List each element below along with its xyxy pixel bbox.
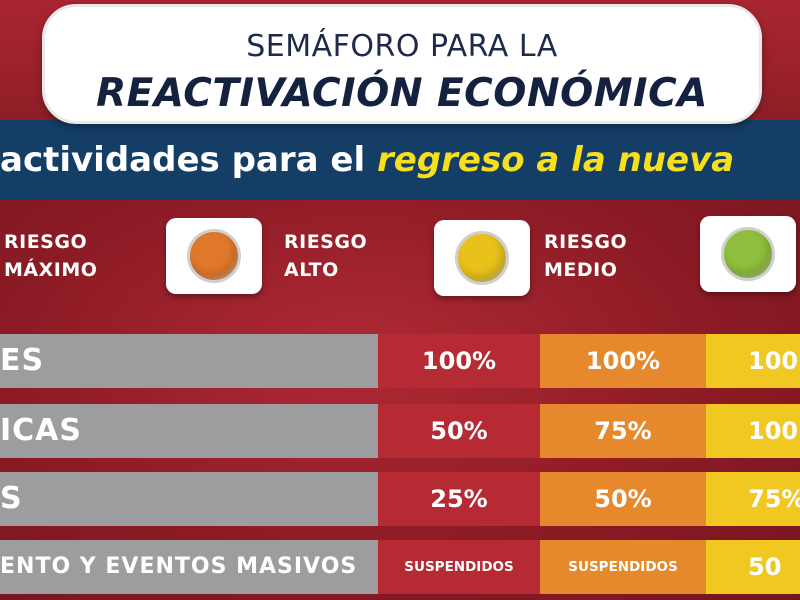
table-row: ICAS 50% 75% 100 xyxy=(0,404,800,458)
cell-riesgo-alto: 75% xyxy=(540,404,706,458)
cell-riesgo-medio: 100 xyxy=(706,334,800,388)
traffic-light-maximo xyxy=(166,218,262,294)
cell-riesgo-alto: 50% xyxy=(540,472,706,526)
cell-riesgo-maximo: 100% xyxy=(378,334,540,388)
title-banner: SEMÁFORO PARA LA REACTIVACIÓN ECONÓMICA xyxy=(42,4,762,124)
yellow-light-icon xyxy=(455,231,509,285)
level-label-maximo: RIESGO MÁXIMO xyxy=(4,231,98,281)
traffic-light-medio xyxy=(700,216,796,292)
cell-riesgo-maximo: SUSPENDIDOS xyxy=(378,540,540,594)
table-row: S 25% 50% 75% xyxy=(0,472,800,526)
cell-riesgo-medio: 75% xyxy=(706,472,800,526)
orange-light-icon xyxy=(187,229,241,283)
title-line-1: SEMÁFORO PARA LA xyxy=(246,29,558,64)
activity-name: ES xyxy=(0,334,378,388)
activity-name: S xyxy=(0,472,378,526)
cell-riesgo-medio: 50 xyxy=(706,540,800,594)
subtitle-lead: actividades para el xyxy=(0,140,377,180)
title-line-2: REACTIVACIÓN ECONÓMICA xyxy=(96,71,708,116)
cell-riesgo-alto: 100% xyxy=(540,334,706,388)
activity-name: ENTO Y EVENTOS MASIVOS xyxy=(0,540,378,594)
subtitle-band xyxy=(0,120,800,200)
subtitle: actividades para el regreso a la nueva xyxy=(0,140,800,190)
cell-riesgo-maximo: 25% xyxy=(378,472,540,526)
table-row: ENTO Y EVENTOS MASIVOS SUSPENDIDOS SUSPE… xyxy=(0,540,800,594)
level-label-alto: RIESGO ALTO xyxy=(284,231,368,281)
table-row: ES 100% 100% 100 xyxy=(0,334,800,388)
subtitle-highlight: regreso a la nueva xyxy=(376,140,735,180)
green-light-icon xyxy=(721,227,775,281)
cell-riesgo-maximo: 50% xyxy=(378,404,540,458)
activity-name: ICAS xyxy=(0,404,378,458)
content-background xyxy=(0,200,800,600)
level-label-medio: RIESGO MEDIO xyxy=(544,231,628,281)
cell-riesgo-medio: 100 xyxy=(706,404,800,458)
traffic-light-alto xyxy=(434,220,530,296)
cell-riesgo-alto: SUSPENDIDOS xyxy=(540,540,706,594)
